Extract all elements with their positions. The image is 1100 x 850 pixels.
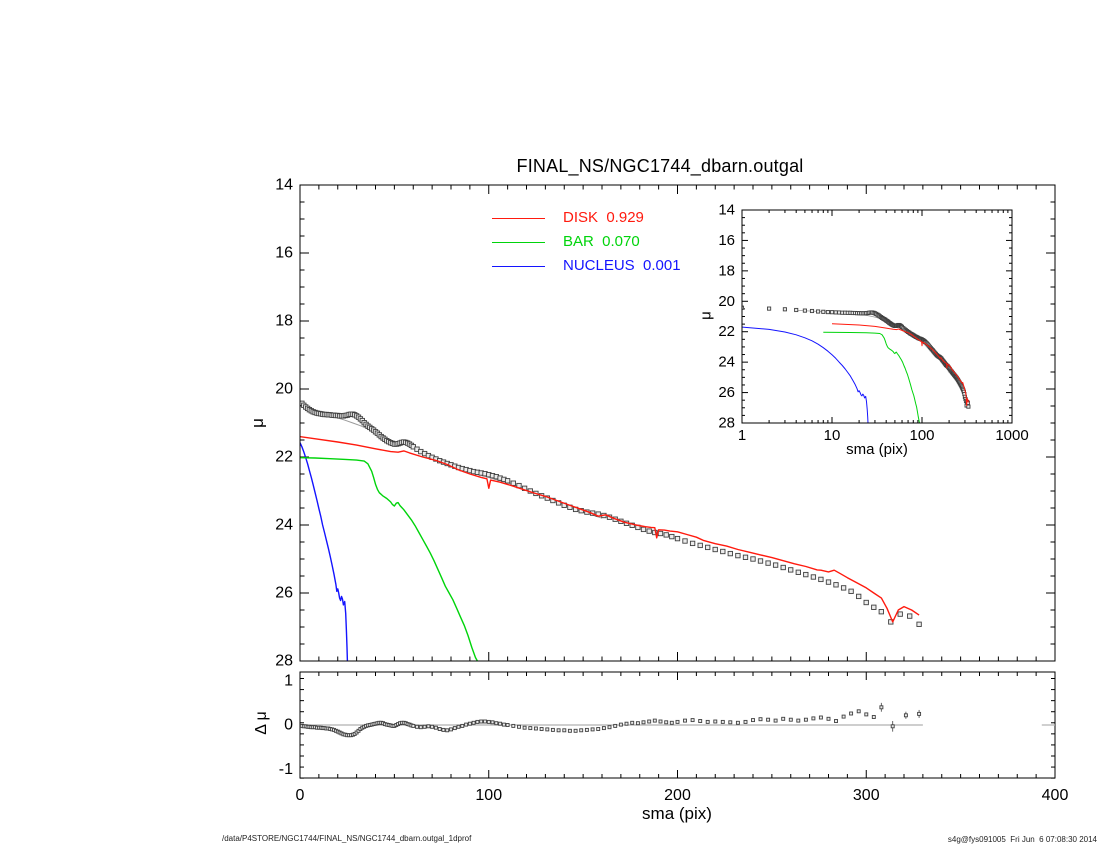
main-y-tick-label: 16 bbox=[275, 245, 293, 262]
main-plot: 14 16 18 20 22 24 26 28 bbox=[275, 177, 1056, 670]
inset-x-tick-label: 100 bbox=[909, 427, 934, 444]
footer-user-timestamp: s4g@fys091005 Fri Jun 6 07:08:30 2014 bbox=[947, 835, 1097, 844]
residual-x-tick-label: 300 bbox=[853, 787, 880, 804]
inset-x-tick-label: 1000 bbox=[995, 427, 1028, 444]
legend-item-disk: DISK 0.929 bbox=[492, 209, 644, 227]
disk-line-sample bbox=[492, 218, 545, 219]
footer-file-path: /data/P4STORE/NGC1744/FINAL_NS/NGC1744_d… bbox=[222, 834, 472, 843]
inset-y-axis-title: μ bbox=[697, 311, 715, 320]
main-y-tick-label: 14 bbox=[275, 177, 293, 194]
bar-line-sample bbox=[492, 242, 545, 243]
main-y-tick-label: 24 bbox=[275, 517, 293, 534]
main-y-tick-label: 18 bbox=[275, 313, 293, 330]
inset-y-tick-label: 28 bbox=[718, 414, 735, 431]
residual-x-tick-label: 200 bbox=[664, 787, 691, 804]
residual-y-tick-label: 0 bbox=[284, 717, 293, 734]
inset-y-tick-label: 16 bbox=[718, 232, 735, 249]
main-y-tick-label: 28 bbox=[275, 653, 293, 670]
inset-x-axis-title: sma (pix) bbox=[846, 441, 908, 458]
legend-label-disk: DISK 0.929 bbox=[563, 209, 644, 226]
residual-x-axis-title: sma (pix) bbox=[642, 804, 712, 823]
inset-y-tick-label: 18 bbox=[718, 262, 735, 279]
residual-y-axis-title: Δ μ bbox=[253, 711, 270, 735]
legend-item-nucleus: NUCLEUS 0.001 bbox=[492, 257, 681, 275]
residual-x-tick-label: 100 bbox=[475, 787, 502, 804]
residual-y-tick-label: -1 bbox=[279, 761, 293, 778]
residual-points bbox=[299, 705, 922, 738]
legend-label-nucleus: NUCLEUS 0.001 bbox=[563, 257, 681, 274]
main-y-tick-label: 20 bbox=[275, 381, 293, 398]
inset-y-tick-label: 24 bbox=[718, 354, 735, 371]
nucleus-line-sample bbox=[492, 266, 545, 267]
main-y-tick-label: 26 bbox=[275, 585, 293, 602]
residual-y-tick-label: 1 bbox=[284, 672, 293, 689]
page-title: FINAL_NS/NGC1744_dbarn.outgal bbox=[516, 156, 804, 176]
residual-x-tick-label: 400 bbox=[1042, 787, 1069, 804]
inset-y-tick-label: 22 bbox=[718, 323, 735, 340]
observed-points bbox=[300, 400, 922, 627]
legend-item-bar: BAR 0.070 bbox=[492, 233, 640, 251]
residual-x-tick-label: 0 bbox=[296, 787, 305, 804]
inset-y-tick-label: 20 bbox=[718, 293, 735, 310]
inset-x-tick-label: 1 bbox=[738, 427, 746, 444]
inset-x-tick-label: 10 bbox=[824, 427, 841, 444]
main-y-axis-title: μ bbox=[248, 418, 267, 428]
inset-y-tick-label: 14 bbox=[718, 201, 735, 218]
inset-y-tick-label: 26 bbox=[718, 384, 735, 401]
inset-observed-points bbox=[742, 305, 971, 409]
legend-label-bar: BAR 0.070 bbox=[563, 233, 640, 250]
inset-plot: 14 16 18 20 22 24 26 281 10 100 1000 bbox=[718, 201, 1028, 444]
main-y-tick-label: 22 bbox=[275, 449, 293, 466]
